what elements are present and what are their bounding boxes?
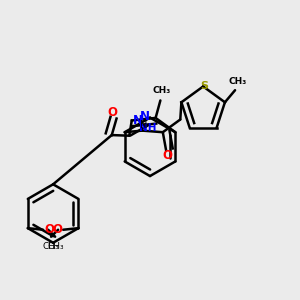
Text: O: O [162, 149, 172, 162]
Text: N: N [133, 114, 143, 127]
Text: CH₃: CH₃ [47, 242, 64, 251]
Text: CH₃: CH₃ [229, 77, 247, 86]
Text: S: S [200, 81, 208, 91]
Text: N: N [140, 110, 150, 123]
Text: NH: NH [139, 123, 157, 133]
Text: O: O [52, 223, 62, 236]
Text: H: H [140, 120, 148, 130]
Text: O: O [44, 223, 54, 236]
Text: CH₃: CH₃ [152, 86, 170, 95]
Text: O: O [108, 106, 118, 119]
Text: CH₃: CH₃ [42, 242, 59, 251]
